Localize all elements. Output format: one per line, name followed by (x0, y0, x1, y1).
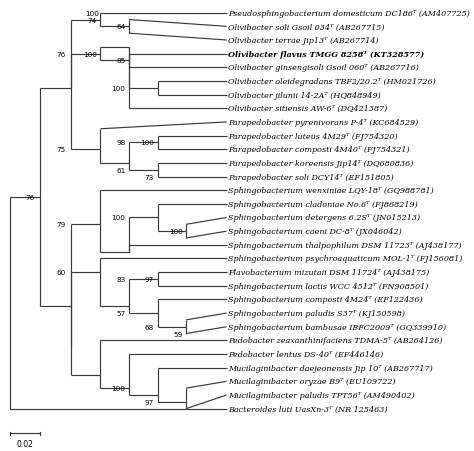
Text: 83: 83 (116, 276, 126, 282)
Text: Olivibacter sitiensis AW-6ᵀ (DQ421387): Olivibacter sitiensis AW-6ᵀ (DQ421387) (228, 105, 387, 113)
Text: 98: 98 (116, 140, 126, 146)
Text: Sphingobacterium cladoniae No.6ᵀ (FJ868219): Sphingobacterium cladoniae No.6ᵀ (FJ8682… (228, 200, 418, 208)
Text: 79: 79 (56, 222, 66, 228)
Text: Sphingobacterium paludis S37ᵀ (KJ150598): Sphingobacterium paludis S37ᵀ (KJ150598) (228, 309, 405, 318)
Text: 85: 85 (116, 58, 126, 64)
Text: Mucilaginibacter daejeonensis Jip 10ᵀ (AB267717): Mucilaginibacter daejeonensis Jip 10ᵀ (A… (228, 364, 432, 372)
Text: Parapedobacter luteus 4M29ᵀ (FJ754320): Parapedobacter luteus 4M29ᵀ (FJ754320) (228, 132, 397, 140)
Text: 64: 64 (116, 24, 126, 30)
Text: 100: 100 (111, 385, 126, 391)
Text: Olivibacter ginsengisoli Gsoil 060ᵀ (AB267716): Olivibacter ginsengisoli Gsoil 060ᵀ (AB2… (228, 64, 419, 72)
Text: 74: 74 (88, 18, 97, 23)
Text: 76: 76 (26, 194, 35, 201)
Text: 68: 68 (145, 324, 154, 330)
Text: Sphingobacterium bambusae IBFC2009ᵀ (GQ339910): Sphingobacterium bambusae IBFC2009ᵀ (GQ3… (228, 323, 446, 331)
Text: 75: 75 (56, 147, 66, 153)
Text: Sphingobacterium lactis WCC 4512ᵀ (FN908501): Sphingobacterium lactis WCC 4512ᵀ (FN908… (228, 282, 428, 290)
Text: Sphingobacterium composti 4M24ᵀ (EF122436): Sphingobacterium composti 4M24ᵀ (EF12243… (228, 296, 422, 304)
Text: 73: 73 (145, 174, 154, 180)
Text: Pedobacter zeaxanthinifaciens TDMA-5ᵀ (AB264126): Pedobacter zeaxanthinifaciens TDMA-5ᵀ (A… (228, 336, 442, 345)
Text: 59: 59 (173, 331, 182, 337)
Text: Olivibacter jilunii 14-2Aᵀ (HQ848949): Olivibacter jilunii 14-2Aᵀ (HQ848949) (228, 92, 381, 99)
Text: Olivibacter soli Gsoil 034ᵀ (AB267715): Olivibacter soli Gsoil 034ᵀ (AB267715) (228, 23, 384, 31)
Text: 100: 100 (83, 51, 97, 58)
Text: Parapedobacter koreensis Jip14ᵀ (DQ680836): Parapedobacter koreensis Jip14ᵀ (DQ68083… (228, 160, 413, 167)
Text: Pseudosphingobacterium domesticum DC186ᵀ (AM407725): Pseudosphingobacterium domesticum DC186ᵀ… (228, 9, 470, 18)
Text: 0.02: 0.02 (17, 439, 33, 448)
Text: Sphingobacterium psychroaquaticum MOL-1ᵀ (FJ156081): Sphingobacterium psychroaquaticum MOL-1ᵀ… (228, 255, 462, 263)
Text: 57: 57 (116, 310, 126, 316)
Text: 76: 76 (56, 51, 66, 58)
Text: Sphingobacterium detergens 6.2Sᵀ (JN015213): Sphingobacterium detergens 6.2Sᵀ (JN0152… (228, 214, 420, 222)
Text: Flavobacterium mizutaii DSM 11724ᵀ (AJ438175): Flavobacterium mizutaii DSM 11724ᵀ (AJ43… (228, 268, 429, 276)
Text: Parapedobacter soli DCY14ᵀ (EF151805): Parapedobacter soli DCY14ᵀ (EF151805) (228, 173, 393, 181)
Text: Pedobacter lentus DS-40ᵀ (EF446146): Pedobacter lentus DS-40ᵀ (EF446146) (228, 350, 383, 358)
Text: 97: 97 (145, 276, 154, 282)
Text: Sphingobacterium caeni DC-8ᵀ (JX046042): Sphingobacterium caeni DC-8ᵀ (JX046042) (228, 228, 401, 235)
Text: Olivibacter terrae Jip13ᵀ (AB267714): Olivibacter terrae Jip13ᵀ (AB267714) (228, 37, 378, 45)
Text: 97: 97 (145, 399, 154, 405)
Text: 61: 61 (116, 167, 126, 173)
Text: Sphingobacterium wenxiniae LQY-18ᵀ (GQ988781): Sphingobacterium wenxiniae LQY-18ᵀ (GQ98… (228, 187, 434, 195)
Text: Olivibacter flavus TMGG 8258ᵀ (KT328577): Olivibacter flavus TMGG 8258ᵀ (KT328577) (228, 51, 424, 59)
Text: 100: 100 (140, 140, 154, 146)
Text: Parapedobacter pyrenivorans P-4ᵀ (KC684529): Parapedobacter pyrenivorans P-4ᵀ (KC6845… (228, 119, 418, 127)
Text: Bacteroides luti UasXn-3ᵀ (NR 125463): Bacteroides luti UasXn-3ᵀ (NR 125463) (228, 405, 387, 413)
Text: Sphingobacterium thalpophilum DSM 11723ᵀ (AJ438177): Sphingobacterium thalpophilum DSM 11723ᵀ… (228, 241, 461, 249)
Text: 100: 100 (111, 86, 126, 92)
Text: 100: 100 (85, 11, 99, 17)
Text: Mucilaginibacter oryzae B9ᵀ (EU109722): Mucilaginibacter oryzae B9ᵀ (EU109722) (228, 377, 395, 386)
Text: 100: 100 (111, 215, 126, 221)
Text: 100: 100 (169, 229, 182, 235)
Text: Mucilaginibacter paludis TPT56ᵀ (AM490402): Mucilaginibacter paludis TPT56ᵀ (AM49040… (228, 391, 414, 399)
Text: Olivibacter oleidegradans TBF2/20.2ᵀ (HM021726): Olivibacter oleidegradans TBF2/20.2ᵀ (HM… (228, 78, 436, 86)
Text: Parapedobacter composti 4M40ᵀ (FJ754321): Parapedobacter composti 4M40ᵀ (FJ754321) (228, 146, 410, 154)
Text: 60: 60 (56, 270, 66, 276)
